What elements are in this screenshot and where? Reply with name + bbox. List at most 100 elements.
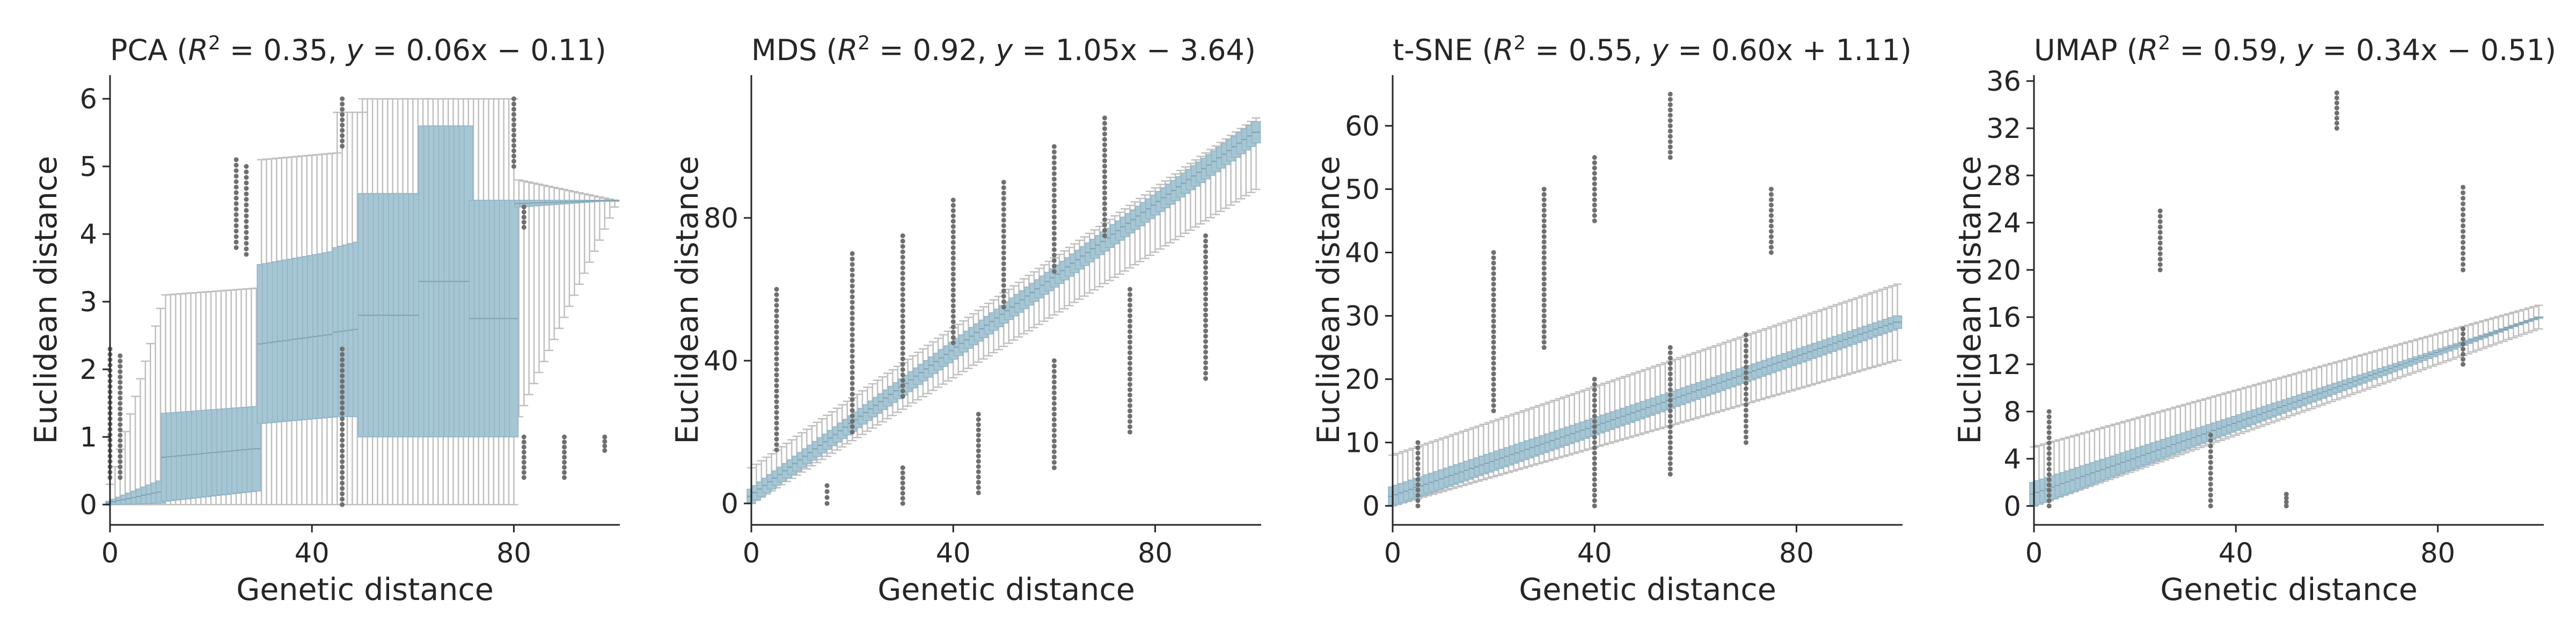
- outlier-point: [1541, 334, 1547, 340]
- outlier-point: [774, 399, 779, 405]
- outlier-point: [2157, 208, 2163, 214]
- outlier-point: [1102, 185, 1107, 190]
- outlier-point: [1203, 260, 1209, 265]
- outlier-point: [1541, 329, 1547, 334]
- x-tick-label: 0: [1384, 538, 1401, 569]
- outlier-point: [1667, 371, 1673, 377]
- outlier-point: [900, 313, 905, 319]
- outlier-point: [976, 448, 981, 453]
- outlier-point: [1491, 324, 1496, 329]
- outlier-point: [1541, 229, 1547, 234]
- outlier-point: [1001, 180, 1006, 185]
- outlier-point: [233, 168, 239, 173]
- outlier-point: [1051, 155, 1057, 160]
- outlier-point: [900, 491, 905, 496]
- x-tick-label: 40: [295, 538, 330, 569]
- outlier-point: [1203, 333, 1209, 339]
- outlier-point: [2046, 456, 2052, 462]
- outlier-point: [1102, 121, 1107, 126]
- outlier-point: [1667, 413, 1673, 419]
- outlier-point: [900, 394, 905, 399]
- outlier-point: [521, 215, 526, 220]
- outlier-point: [774, 287, 779, 292]
- outlier-point: [2157, 219, 2163, 224]
- outlier-point: [2157, 240, 2163, 246]
- outlier-point: [850, 348, 855, 354]
- outlier-point: [2046, 445, 2052, 451]
- outlier-point: [1001, 294, 1006, 299]
- outlier-point: [2461, 331, 2466, 336]
- outlier-point: [1592, 213, 1597, 218]
- outlier-point: [900, 367, 905, 372]
- outlier-point: [1001, 277, 1006, 283]
- outlier-point: [1001, 201, 1006, 207]
- x-tick-label: 0: [101, 538, 119, 569]
- y-tick-label: 2: [80, 354, 97, 386]
- outlier-point: [2046, 477, 2052, 482]
- outlier-point: [1051, 449, 1057, 455]
- outlier-point: [1592, 440, 1597, 445]
- outlier-point: [1203, 344, 1209, 349]
- outlier-point: [233, 229, 239, 234]
- outlier-point: [1768, 208, 1774, 213]
- outlier-point: [244, 230, 249, 235]
- outlier-point: [1541, 303, 1547, 308]
- outlier-point: [1127, 287, 1132, 292]
- outlier-point: [521, 459, 526, 465]
- outlier-point: [900, 265, 905, 270]
- outlier-point: [2461, 245, 2466, 251]
- outlier-point: [976, 485, 981, 490]
- outlier-point: [2461, 262, 2466, 267]
- y-axis-label: Euclidean distance: [1311, 156, 1346, 444]
- outlier-point: [1051, 203, 1057, 209]
- outlier-point: [850, 364, 855, 370]
- outlier-point: [850, 299, 855, 305]
- outlier-point: [1592, 192, 1597, 197]
- outlier-point: [562, 440, 567, 445]
- outlier-point: [850, 251, 855, 257]
- outlier-point: [340, 138, 345, 144]
- outlier-point: [1001, 266, 1006, 272]
- outlier-point: [1541, 340, 1547, 345]
- outlier-point: [233, 185, 239, 190]
- outlier-point: [1203, 233, 1209, 238]
- outlier-point: [1667, 466, 1673, 472]
- y-tick-label: 28: [1986, 160, 2021, 192]
- outlier-point: [850, 332, 855, 338]
- outlier-point: [1491, 297, 1496, 303]
- outlier-point: [1667, 392, 1673, 398]
- outlier-point: [118, 364, 123, 369]
- outlier-point: [950, 224, 956, 229]
- outlier-point: [340, 491, 345, 496]
- y-tick-label: 50: [1345, 174, 1380, 206]
- outlier-point: [976, 438, 981, 443]
- outlier-point: [774, 319, 779, 324]
- outlier-point: [1768, 197, 1774, 202]
- outlier-point: [1667, 382, 1673, 387]
- outlier-point: [2208, 493, 2213, 498]
- outlier-point: [2157, 251, 2163, 257]
- outlier-point: [2461, 336, 2466, 342]
- outlier-point: [900, 480, 905, 486]
- outlier-point: [511, 127, 516, 133]
- outlier-point: [1743, 440, 1748, 445]
- outlier-point: [340, 502, 345, 507]
- outlier-point: [1491, 260, 1496, 266]
- outlier-point: [1203, 265, 1209, 270]
- outlier-point: [1592, 171, 1597, 176]
- outlier-point: [1491, 398, 1496, 403]
- outlier-point: [118, 448, 123, 453]
- outlier-point: [1051, 433, 1057, 438]
- outlier-point: [1491, 377, 1496, 382]
- outlier-point: [850, 294, 855, 299]
- outlier-point: [2461, 218, 2466, 223]
- x-tick-label: 0: [743, 538, 760, 569]
- outlier-point: [118, 385, 123, 390]
- y-tick-label: 8: [2004, 397, 2021, 428]
- outlier-point: [900, 308, 905, 313]
- x-tick-label: 40: [936, 538, 971, 569]
- outlier-point: [1051, 241, 1057, 247]
- outlier-point: [774, 394, 779, 399]
- outlier-point: [340, 486, 345, 491]
